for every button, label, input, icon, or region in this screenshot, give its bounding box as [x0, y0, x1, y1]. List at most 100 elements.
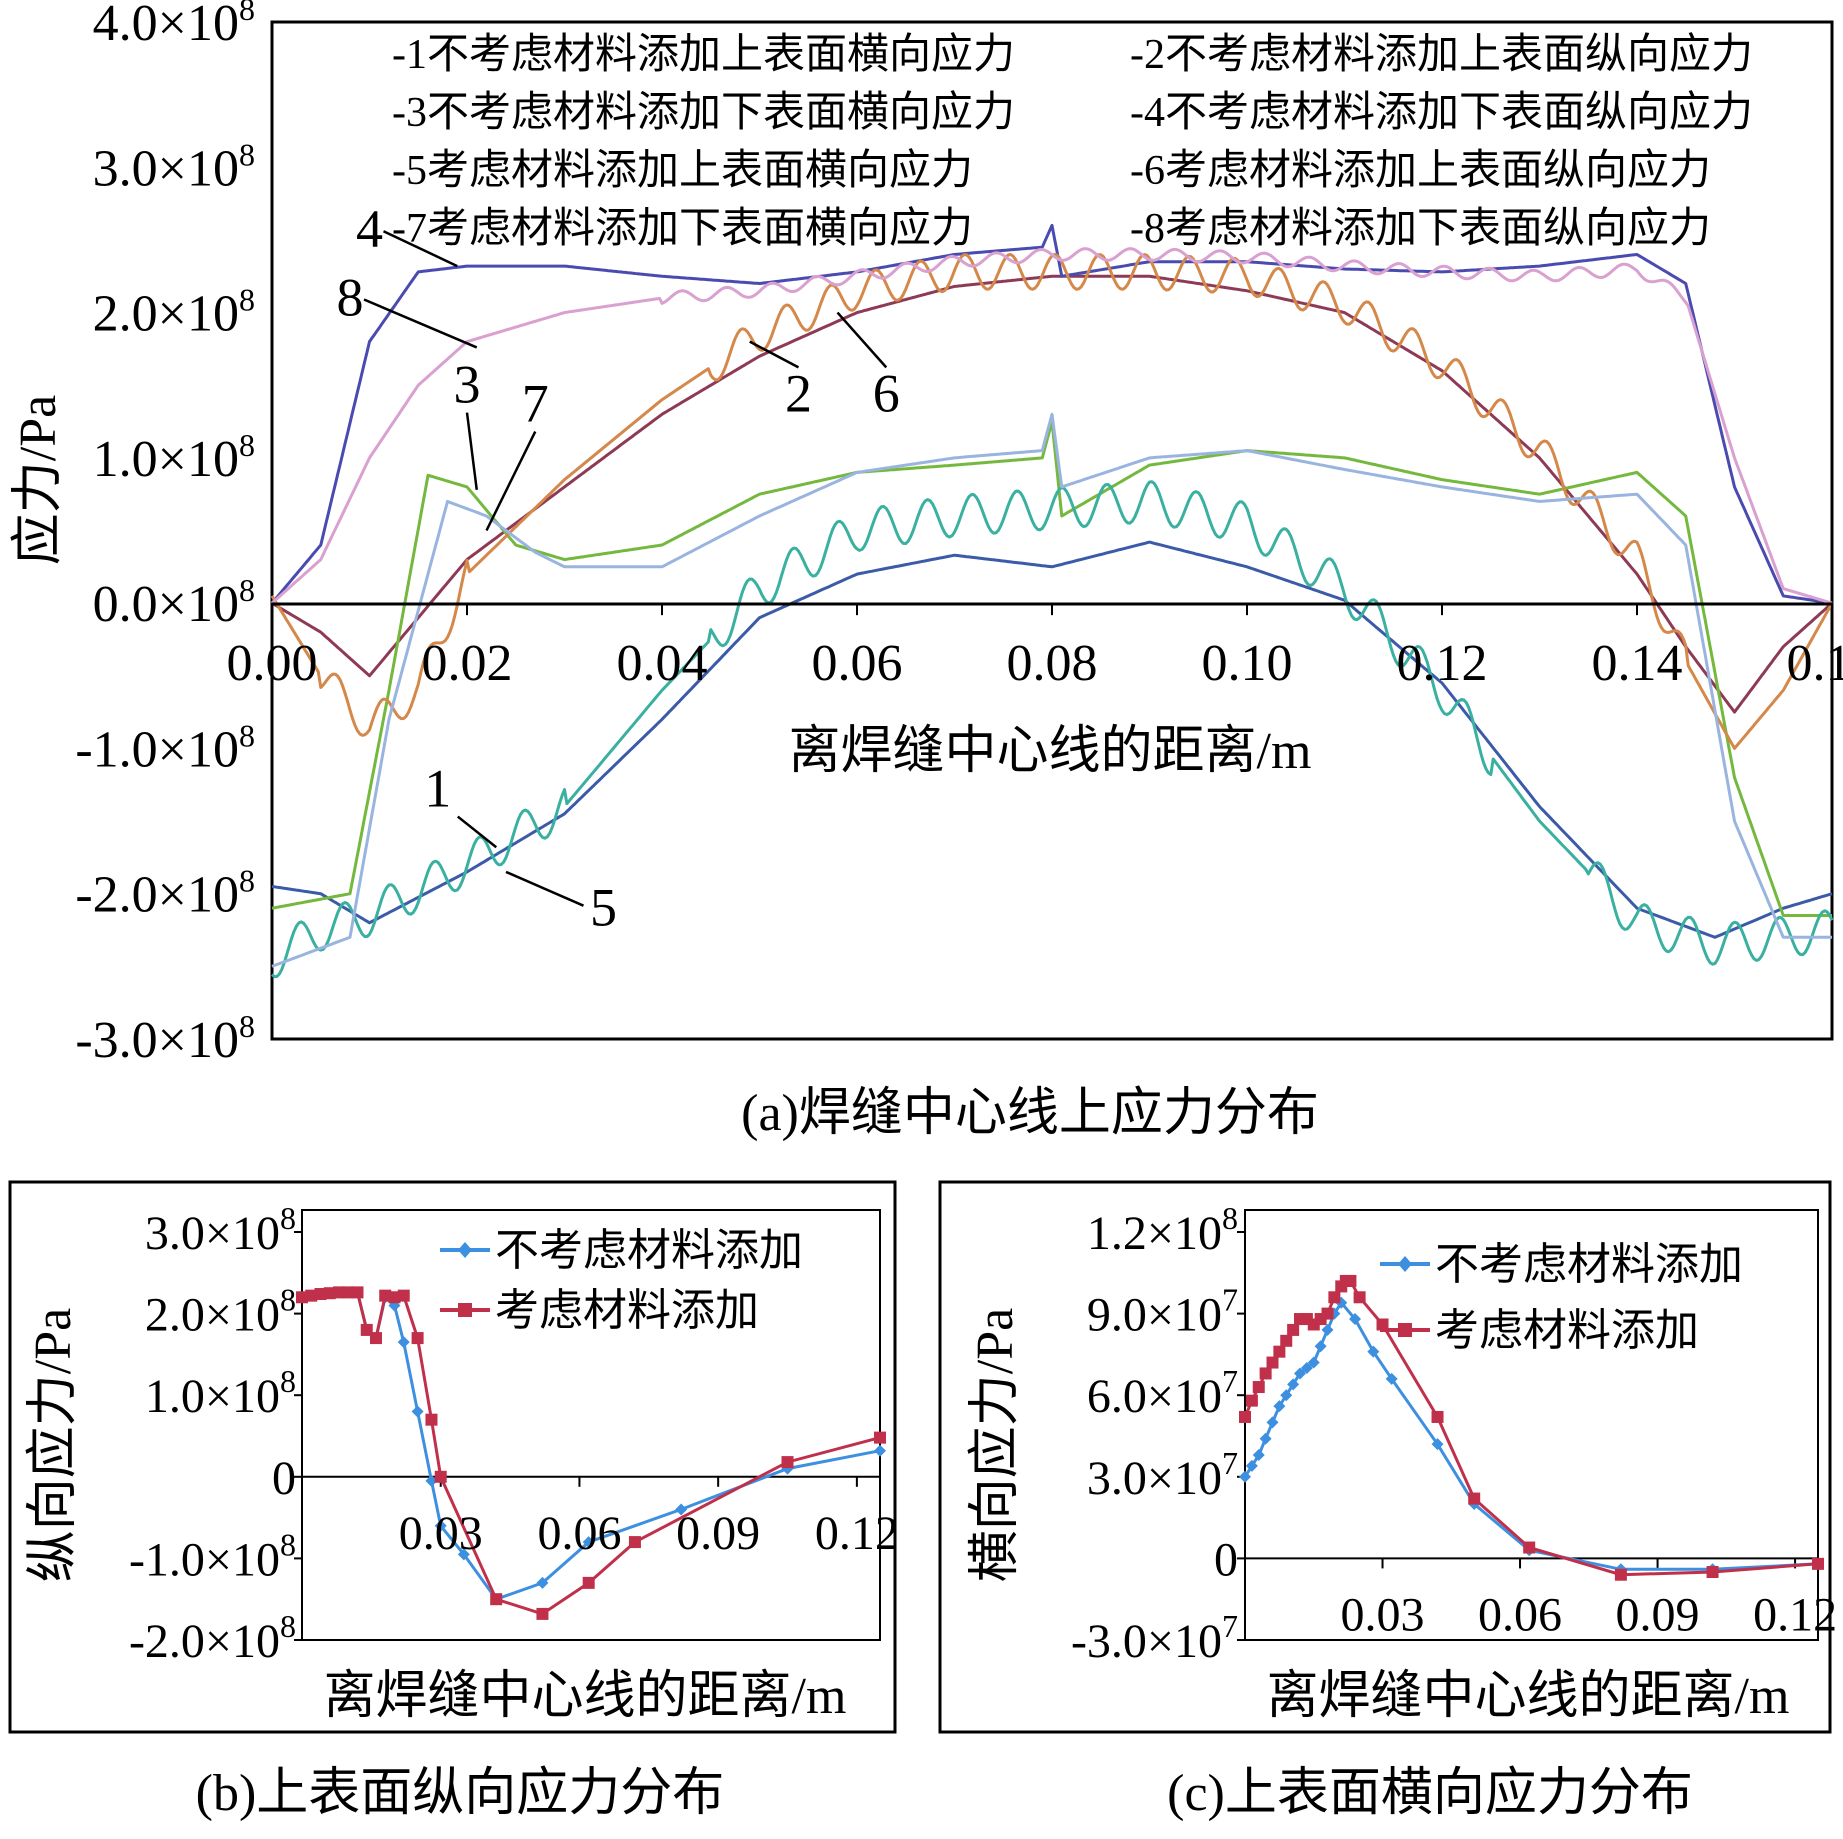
panel-a-curve-label-7: 7 [522, 374, 549, 434]
panel-c-series-1-point [1349, 1313, 1362, 1326]
panel-c-series-2-point [1287, 1323, 1300, 1336]
panel-a-y-tick-label: 2.0×108 [93, 282, 255, 343]
panel-c-series-group [1239, 1274, 1824, 1581]
panel-b-series-1-point [582, 1536, 595, 1549]
panel-b-caption: (b)上表面纵向应力分布 [196, 1765, 725, 1822]
panel-c-series-1-point [1307, 1356, 1320, 1369]
panel-a-y-tick-label: 1.0×108 [93, 427, 255, 488]
panel-a-x-tick-label: 0.14 [1592, 635, 1683, 692]
panel-b-series-2-point [628, 1536, 641, 1549]
panel-c-series-2-point [1706, 1566, 1719, 1578]
panel-b-series-2-point [314, 1288, 327, 1301]
panel-c-legend: 不考虑材料添加 考虑材料添加 [1380, 1240, 1743, 1355]
panel-a-x-tick-label: 0.08 [1007, 635, 1098, 692]
panel-c-axes [1237, 1231, 1818, 1641]
panel-b-series-2-point [369, 1332, 382, 1345]
panel-a-series-1-line [271, 540, 1833, 939]
panel-a-x-axis-title: 离焊缝中心线的距离/m [789, 723, 1312, 780]
panel-b-series-2-point [411, 1332, 424, 1345]
legend-entry-3: -3不考虑材料添加下表面横向应力 [392, 89, 1015, 136]
panel-b-series-2-point [874, 1431, 886, 1444]
panel-b-series-2-point [332, 1286, 345, 1299]
panel-c-x-tick-label: 0.12 [1753, 1588, 1837, 1641]
panel-c-legend-marker-1 [1398, 1256, 1412, 1272]
panel-a-y-tick-label: 0.0×108 [93, 572, 255, 633]
panel-c-x-tick-label: 0.03 [1341, 1588, 1425, 1641]
panel-a-curve-label-1: 1 [424, 759, 451, 819]
panel-c-y-tick-label: 6.0×107 [1087, 1363, 1238, 1423]
panel-b-legend-entry-2: 考虑材料添加 [495, 1286, 759, 1335]
panel-b-series-1-point [397, 1336, 410, 1349]
panel-c-series-2-point [1239, 1410, 1251, 1423]
panel-c-x-ticks: 0.03 0.06 0.09 0.12 [1341, 1588, 1838, 1641]
panel-b-series-2-point [536, 1607, 549, 1620]
legend-entry-4: -4不考虑材料添加下表面纵向应力 [1130, 89, 1753, 136]
panel-b-series-1-point [874, 1444, 886, 1457]
panel-c-outer-frame [938, 1180, 1832, 1734]
panel-b-y-tick-label: -1.0×108 [129, 1526, 296, 1586]
panel-b-series-2-point [781, 1456, 794, 1469]
panel-c-series-2-point [1523, 1541, 1536, 1554]
panel-b-series-2-line [301, 1290, 881, 1616]
panel-b-series-2-point [397, 1289, 410, 1302]
panel-c-legend-entry-2: 考虑材料添加 [1435, 1306, 1699, 1355]
panel-c-series-2-point [1321, 1307, 1334, 1320]
panel-b-y-tick-label: -2.0×108 [129, 1608, 296, 1668]
panel-c-series-2-point [1353, 1291, 1366, 1304]
panel-a-y-axis-title: 应力/Pa [10, 395, 67, 565]
panel-a-x-tick-label: 0.12 [1397, 635, 1488, 692]
panel-c-caption: (c)上表面横向应力分布 [1167, 1765, 1693, 1822]
panel-c-x-tick-label: 0.09 [1616, 1588, 1700, 1641]
panel-a-series-group [270, 223, 1834, 979]
panel-a-curve-label-6: 6 [873, 363, 900, 423]
panel-a-curve-label-8: 8 [337, 267, 364, 327]
panel-a-caption: (a)焊缝中心线上应力分布 [741, 1085, 1319, 1142]
legend-entry-6: -6考虑材料添加上表面纵向应力 [1130, 147, 1711, 194]
panel-b-series-1-point [536, 1576, 549, 1589]
panel-a-y-tick-label: -2.0×108 [75, 863, 255, 924]
panel-c-series-2-point [1266, 1356, 1279, 1369]
panel-a-series-5-line [271, 480, 1834, 979]
panel-b-series-2-point [296, 1291, 308, 1304]
panel-b-x-tick-label: 0.06 [537, 1507, 621, 1560]
panel-a-y-ticks: 4.0×108 3.0×108 2.0×108 1.0×108 0.0×108 -1.0×… [75, 0, 255, 1069]
panel-c-series-2-point [1344, 1274, 1357, 1287]
panel-c-y-tick-label: -3.0×107 [1071, 1608, 1238, 1668]
panel-c-series-1-point [1273, 1400, 1286, 1413]
panel-b-y-tick-label: 0 [272, 1452, 296, 1505]
panel-b-series-1-point [675, 1503, 688, 1516]
panel-c-series-1-point [1287, 1378, 1300, 1391]
panel-c-series-1-point [1314, 1340, 1327, 1353]
panel-c-series-1-point [1431, 1438, 1444, 1451]
panel-a-x-tick-label: 0.00 [227, 635, 318, 692]
panel-a-chart: 0.00 0.02 0.04 0.06 0.08 0.10 0.12 0.14 0.16 4.0… [10, 0, 1843, 1142]
panel-b-series-1-point [457, 1548, 470, 1561]
panel-b-y-ticks: 3.0×108 2.0×108 1.0×108 0 -1.0×108 -2.0×108 [129, 1200, 296, 1668]
panel-c-series-2-point [1273, 1345, 1286, 1358]
panel-b-series-2-point [425, 1413, 438, 1426]
panel-a-y-tick-label: 4.0×108 [93, 0, 255, 52]
panel-a-x-tick-label: 0.04 [617, 635, 708, 692]
legend-entry-8: -8考虑材料添加下表面纵向应力 [1130, 205, 1711, 252]
panel-c-series-2-point [1468, 1492, 1481, 1505]
panel-b-x-ticks: 0.03 0.06 0.09 0.12 [399, 1507, 899, 1560]
panel-a-x-tick-label: 0.16 [1787, 635, 1843, 692]
panel-c-series-2-point [1328, 1291, 1341, 1304]
panel-b-series-2-point [434, 1470, 447, 1483]
panel-a-curve-label-3: 3 [454, 355, 481, 415]
panel-c-y-tick-label: 3.0×107 [1087, 1445, 1238, 1505]
panel-b-series-1-point [411, 1405, 424, 1418]
legend-entry-7: -7考虑材料添加下表面横向应力 [392, 205, 973, 252]
panel-b-y-tick-label: 2.0×108 [145, 1282, 296, 1342]
panel-c-series-1-point [1294, 1367, 1307, 1380]
legend-entry-2: -2不考虑材料添加上表面纵向应力 [1130, 31, 1753, 78]
panel-c-series-2-point [1252, 1381, 1265, 1394]
panel-b-legend: 不考虑材料添加 考虑材料添加 [440, 1226, 803, 1335]
panel-a-series-8-line [271, 247, 1833, 605]
panel-c-y-tick-label: 9.0×107 [1087, 1282, 1238, 1342]
panel-a-curve-label-4: 4 [356, 199, 383, 259]
panel-a-y-tick-label: 3.0×108 [93, 136, 255, 197]
panel-a-curve-leader-2 [749, 340, 800, 369]
panel-c-legend-marker-2 [1398, 1323, 1412, 1337]
panel-a-curve-leader-4 [382, 230, 458, 268]
